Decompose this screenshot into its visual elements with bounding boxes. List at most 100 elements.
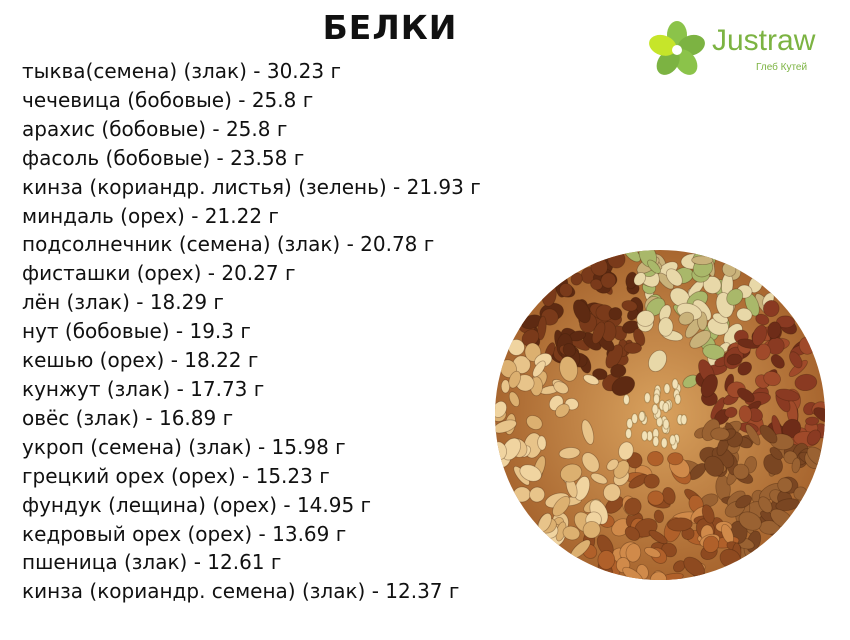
nut-shape	[626, 308, 639, 321]
pine-nut-shape	[671, 378, 679, 390]
pine-nut-shape	[660, 437, 668, 449]
pine-nut-shape	[653, 393, 661, 405]
nut-shape	[813, 407, 825, 424]
nut-shape	[726, 288, 744, 306]
nut-shape	[647, 450, 664, 467]
logo-brand: Justraw	[712, 24, 816, 57]
nut-shape	[624, 526, 640, 541]
nut-shape	[606, 458, 619, 471]
nut-shape	[769, 446, 783, 460]
nut-shape	[581, 452, 600, 473]
nut-shape	[623, 342, 642, 354]
nut-shape	[745, 423, 761, 446]
nut-shape	[737, 361, 752, 376]
nut-shape	[737, 387, 755, 403]
nut-shape	[526, 415, 543, 431]
nut-shape	[726, 353, 742, 366]
nut-shape	[658, 317, 674, 337]
nut-shape	[738, 405, 753, 423]
logo: Justraw Глеб Кутей	[644, 18, 834, 82]
nut-shape	[508, 370, 522, 389]
list-item: тыква(семена) (злак) - 30.23 г	[22, 59, 341, 83]
nut-shape	[704, 455, 725, 477]
clover-icon	[649, 21, 705, 75]
nut-shape	[559, 463, 583, 483]
nut-shape	[610, 364, 627, 378]
nut-shape	[519, 464, 542, 482]
nut-shape	[559, 282, 573, 298]
pine-nut-shape	[651, 403, 659, 415]
list-item: чечевица (бобовые) - 25.8 г	[22, 87, 314, 112]
nut-shape	[775, 388, 800, 402]
nut-shape	[667, 517, 693, 532]
pine-nut-shape	[680, 414, 688, 426]
pine-nut-shape	[631, 413, 639, 425]
pine-nut-shape	[674, 393, 682, 405]
nut-shape	[590, 278, 603, 291]
nut-shape	[552, 495, 571, 517]
nut-shape	[738, 511, 762, 531]
nut-shape	[597, 550, 616, 570]
nut-shape	[572, 299, 591, 324]
nut-shape	[501, 437, 522, 461]
nut-shape	[794, 373, 818, 392]
nut-shape	[624, 497, 642, 516]
nut-shape	[537, 315, 547, 341]
nut-shape	[724, 406, 738, 418]
nut-shape	[763, 370, 781, 387]
nut-shape	[558, 447, 581, 460]
nut-shape	[755, 313, 770, 326]
nut-shape	[653, 509, 665, 524]
nut-shape	[700, 374, 718, 398]
nuts-image	[495, 250, 825, 580]
list-item: укроп (семена) (злак) - 15.98 г	[22, 434, 346, 459]
list-item: кедровый орех (орех) - 13.69 г	[22, 521, 347, 546]
pine-nut-shape	[663, 383, 671, 395]
pine-nut-shape	[662, 418, 670, 430]
nut-shape	[678, 311, 695, 326]
pine-nut-shape	[643, 392, 651, 404]
list-item: грецкий орех (орех) - 15.23 г	[22, 463, 330, 488]
nut-shape	[570, 272, 583, 286]
nut-shape	[775, 498, 800, 512]
nut-shape	[600, 272, 617, 289]
nut-shape	[537, 435, 547, 451]
nut-shape	[621, 300, 638, 312]
nut-shape	[559, 356, 578, 382]
nut-shape	[592, 368, 608, 381]
list-item: фундук (лещина) (орех) - 14.95 г	[22, 492, 372, 517]
nut-shape	[521, 329, 540, 347]
nut-shape	[647, 490, 665, 506]
logo-author: Глеб Кутей	[756, 62, 808, 73]
list-item: пшеница (злак) - 12.61 г	[22, 550, 282, 575]
list-item: овёс (злак) - 16.89 г	[22, 405, 234, 430]
nut-shape	[648, 349, 667, 373]
list-item: арахис (бобовые) - 25.8 г	[22, 116, 288, 141]
nut-shape	[755, 343, 771, 361]
nut-shape	[736, 307, 753, 322]
nut-shape	[603, 483, 621, 502]
nut-shape	[762, 300, 780, 318]
pine-nut-shape	[625, 428, 633, 440]
nut-shape	[500, 379, 511, 394]
nut-shape	[583, 374, 600, 386]
nut-shape	[702, 343, 725, 360]
nut-shape	[495, 419, 517, 434]
pine-nut-shape	[641, 430, 649, 442]
nut-shape	[608, 307, 623, 321]
list-item: фасоль (бобовые) - 23.58 г	[22, 145, 305, 170]
nut-shape	[553, 381, 569, 395]
nut-shape	[789, 351, 803, 369]
nut-shape	[625, 543, 642, 563]
list-item: кинза (кориандр. семена) (злак) - 12.37 …	[22, 579, 460, 604]
nut-shape	[648, 529, 668, 545]
nut-shape	[710, 427, 730, 441]
nut-shape	[591, 321, 606, 345]
nut-shape	[770, 354, 785, 369]
nut-shape	[508, 391, 520, 408]
pine-nut-shape	[622, 394, 630, 406]
nut-shape	[667, 452, 684, 466]
list-item: нут (бобовые) - 19.3 г	[22, 319, 251, 344]
nut-shape	[590, 472, 608, 485]
nut-shape	[562, 525, 581, 541]
